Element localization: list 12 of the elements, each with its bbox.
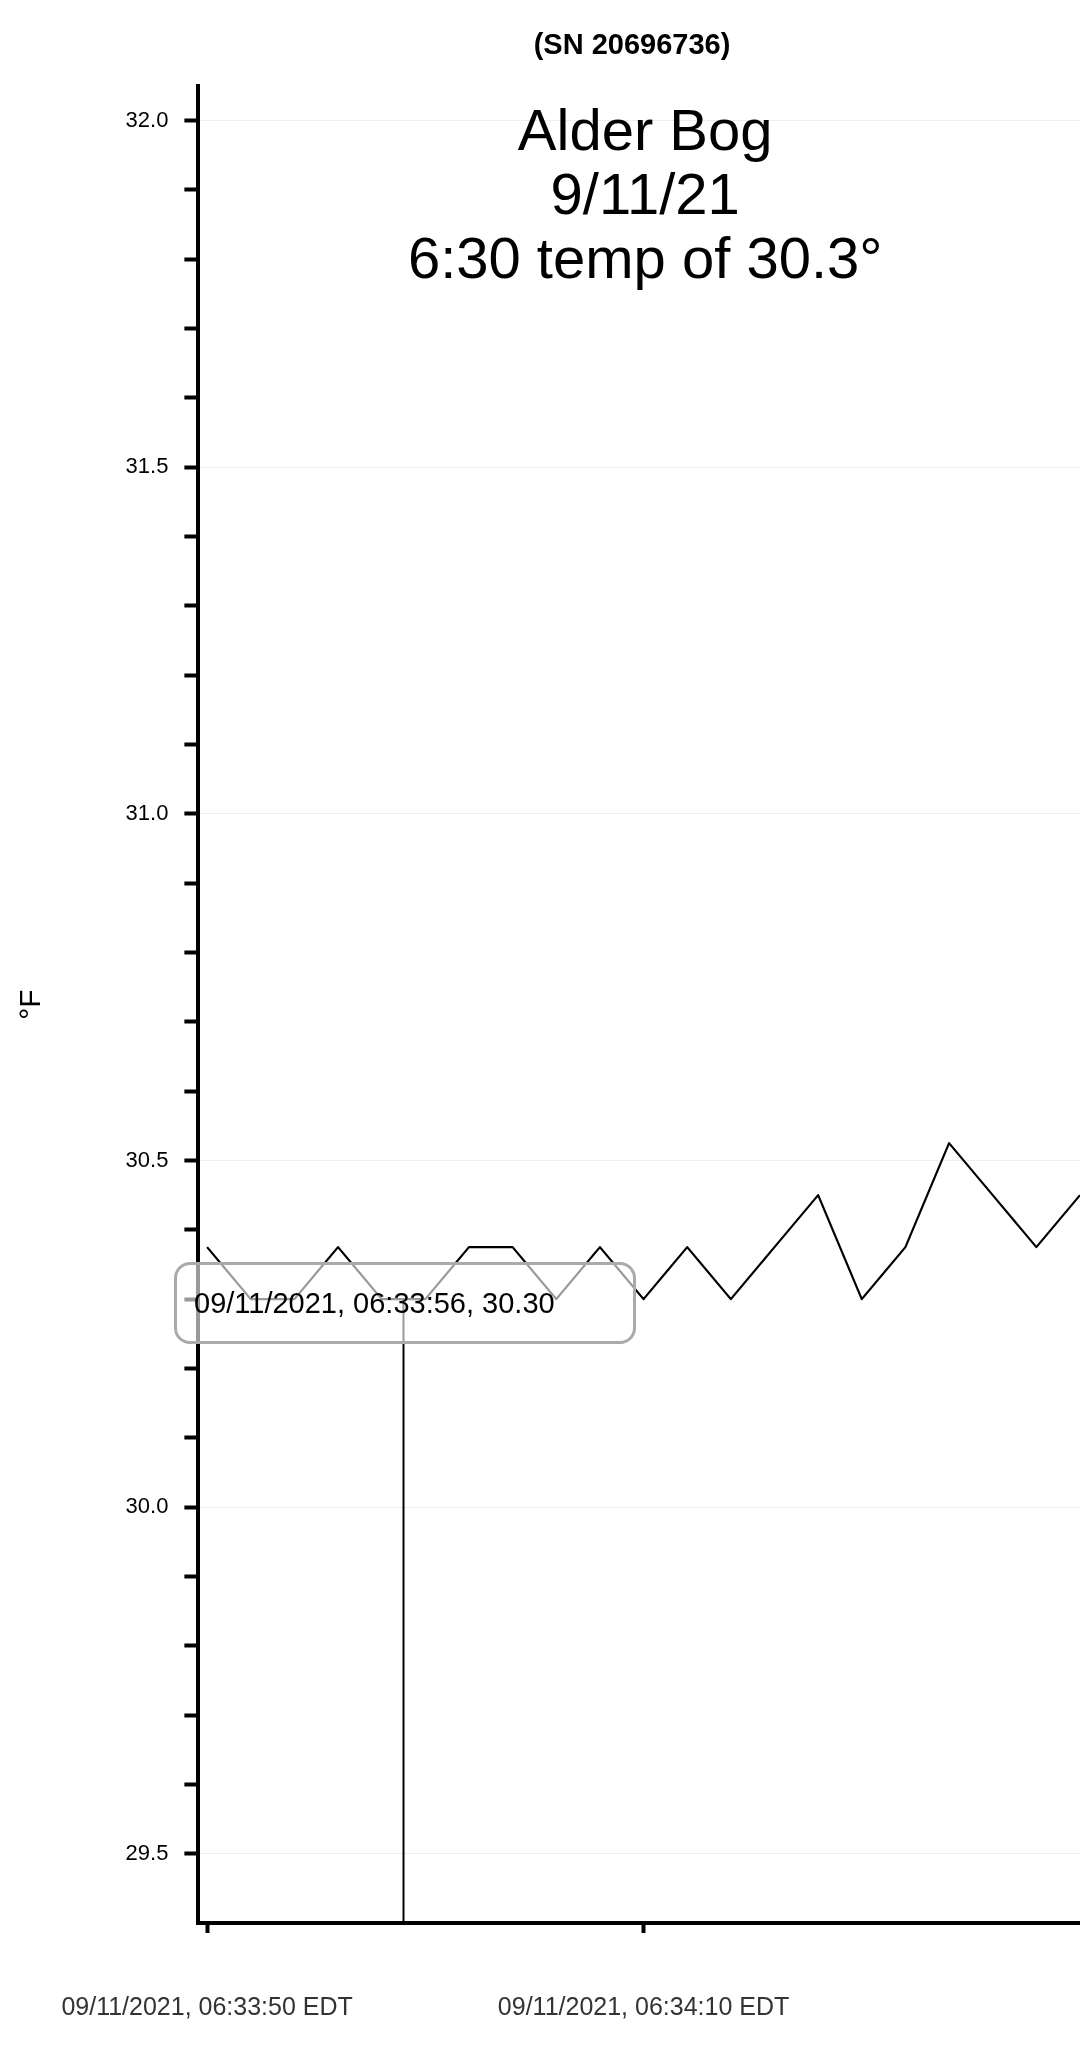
y-tick-label: 30.0 <box>125 1493 169 1519</box>
chart-title: (SN 20696736) <box>533 28 731 60</box>
y-tick-label: 31.5 <box>125 453 169 479</box>
tooltip-box: 09/11/2021, 06:33:56, 30.30 <box>174 1262 636 1344</box>
y-axis-title: °F <box>13 989 46 1020</box>
x-tick-label: 09/11/2021, 06:33:50 EDT <box>61 1991 353 2020</box>
y-tick-label: 29.5 <box>125 1839 169 1865</box>
y-tick-label: 30.5 <box>125 1146 169 1172</box>
y-tick-label: 32.0 <box>125 106 169 132</box>
annotation: Alder Bog 9/11/21 6:30 temp of 30.3° <box>407 97 883 290</box>
y-tick-label: 31.0 <box>125 799 169 825</box>
x-tick-label: 09/11/2021, 06:34:10 EDT <box>497 1991 790 2020</box>
